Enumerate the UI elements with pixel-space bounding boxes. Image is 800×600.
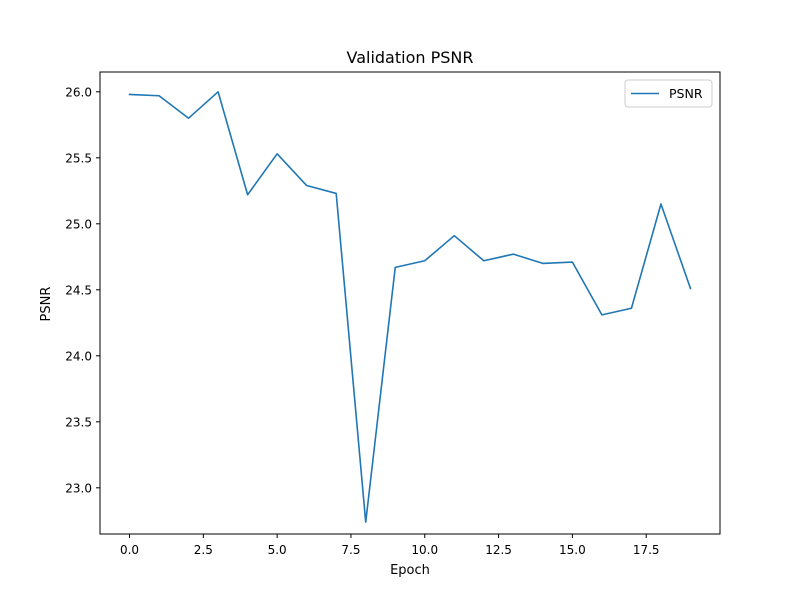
y-tick-label: 24.0 [65, 349, 92, 363]
legend-box [624, 79, 713, 108]
x-tick-label: 15.0 [559, 543, 586, 557]
plot-border [99, 71, 721, 535]
x-tick-label: 12.5 [485, 543, 512, 557]
y-tick-label: 25.5 [65, 151, 92, 165]
legend: PSNR [624, 79, 713, 108]
x-axis: 0.0 2.5 5.0 7.5 10.0 12.5 15.0 17.5 [120, 534, 660, 557]
y-tick-label: 24.5 [65, 283, 92, 297]
x-tick-label: 2.5 [194, 543, 213, 557]
plot-background [100, 72, 720, 534]
chart-title: Validation PSNR [347, 48, 474, 67]
x-axis-title: Epoch [390, 563, 430, 578]
y-tick-label: 26.0 [65, 85, 92, 99]
legend-label: PSNR [669, 86, 703, 101]
y-axis: 23.0 23.5 24.0 24.5 25.0 25.5 26.0 [65, 85, 100, 495]
x-tick-label: 17.5 [633, 543, 660, 557]
series-line-psnr [128, 91, 692, 523]
series-layer [128, 91, 692, 523]
plot-frame [99, 71, 721, 535]
x-tick-label: 10.0 [411, 543, 438, 557]
y-tick-label: 25.0 [65, 217, 92, 231]
y-tick-label: 23.0 [65, 481, 92, 495]
x-tick-label: 0.0 [120, 543, 139, 557]
x-tick-label: 7.5 [341, 543, 360, 557]
x-tick-label: 5.0 [268, 543, 287, 557]
y-tick-label: 23.5 [65, 415, 92, 429]
y-axis-title: PSNR [39, 287, 54, 322]
plot-area [100, 72, 720, 534]
